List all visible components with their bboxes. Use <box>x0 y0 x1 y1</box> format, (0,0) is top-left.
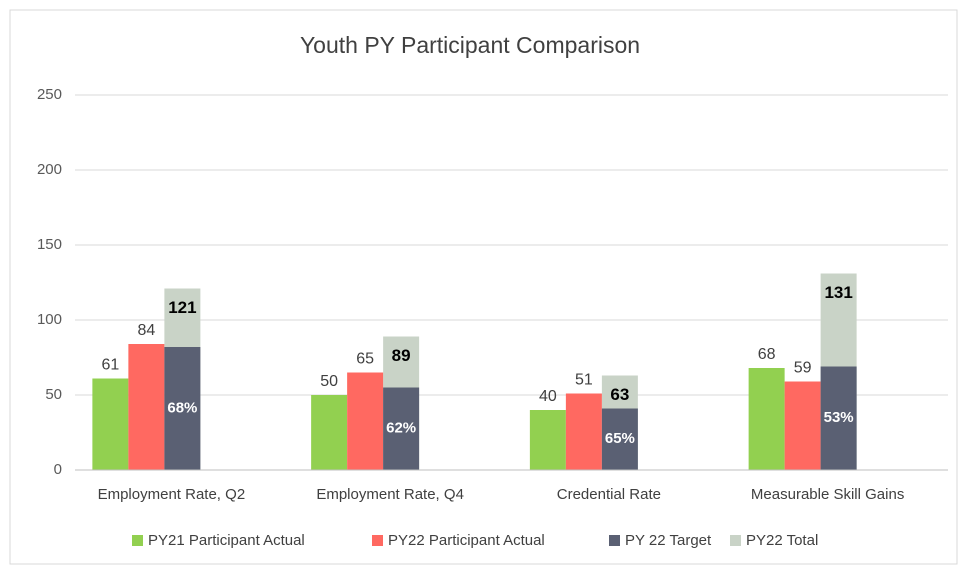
total-label: 63 <box>610 385 629 404</box>
y-tick-label: 250 <box>37 86 62 103</box>
x-tick-label: Employment Rate, Q2 <box>98 486 246 503</box>
legend-label: PY 22 Target <box>625 532 712 549</box>
bar <box>164 347 201 470</box>
legend-swatch <box>609 535 620 546</box>
bar <box>128 344 165 470</box>
bar <box>529 410 566 470</box>
legend-swatch <box>730 535 741 546</box>
chart-border <box>9 9 958 565</box>
data-label: 61 <box>101 357 119 374</box>
legend-swatch <box>132 535 143 546</box>
total-label: 131 <box>824 283 852 302</box>
y-tick-label: 50 <box>45 386 62 403</box>
data-label: 51 <box>575 372 593 389</box>
bar <box>601 408 638 470</box>
bar <box>820 366 857 470</box>
data-label: 50 <box>320 373 338 390</box>
y-tick-label: 150 <box>37 236 62 253</box>
y-tick-label: 200 <box>37 161 62 178</box>
legend-swatch <box>372 535 383 546</box>
bar <box>311 395 348 470</box>
bar <box>784 381 821 470</box>
data-label: 40 <box>539 388 557 405</box>
data-label: 68 <box>758 346 776 363</box>
rate-label: 65% <box>605 430 635 447</box>
x-tick-label: Employment Rate, Q4 <box>316 486 464 503</box>
rate-label: 68% <box>167 399 197 416</box>
rate-label: 53% <box>824 409 854 426</box>
y-tick-label: 100 <box>37 311 62 328</box>
bar <box>383 387 420 470</box>
data-label: 65 <box>356 351 374 368</box>
rate-label: 62% <box>386 420 416 437</box>
bar <box>565 393 602 470</box>
x-tick-label: Measurable Skill Gains <box>751 486 904 503</box>
bar <box>748 368 785 470</box>
legend-label: PY21 Participant Actual <box>148 532 305 549</box>
chart-title: Youth PY Participant Comparison <box>300 32 640 58</box>
x-tick-label: Credential Rate <box>557 486 661 503</box>
bar <box>347 372 384 470</box>
legend-label: PY22 Participant Actual <box>388 532 545 549</box>
legend-label: PY22 Total <box>746 532 818 549</box>
total-label: 121 <box>168 298 196 317</box>
data-label: 84 <box>137 322 155 339</box>
data-label: 59 <box>794 360 812 377</box>
total-label: 89 <box>392 346 411 365</box>
bar <box>92 378 129 470</box>
y-tick-label: 0 <box>54 461 62 478</box>
